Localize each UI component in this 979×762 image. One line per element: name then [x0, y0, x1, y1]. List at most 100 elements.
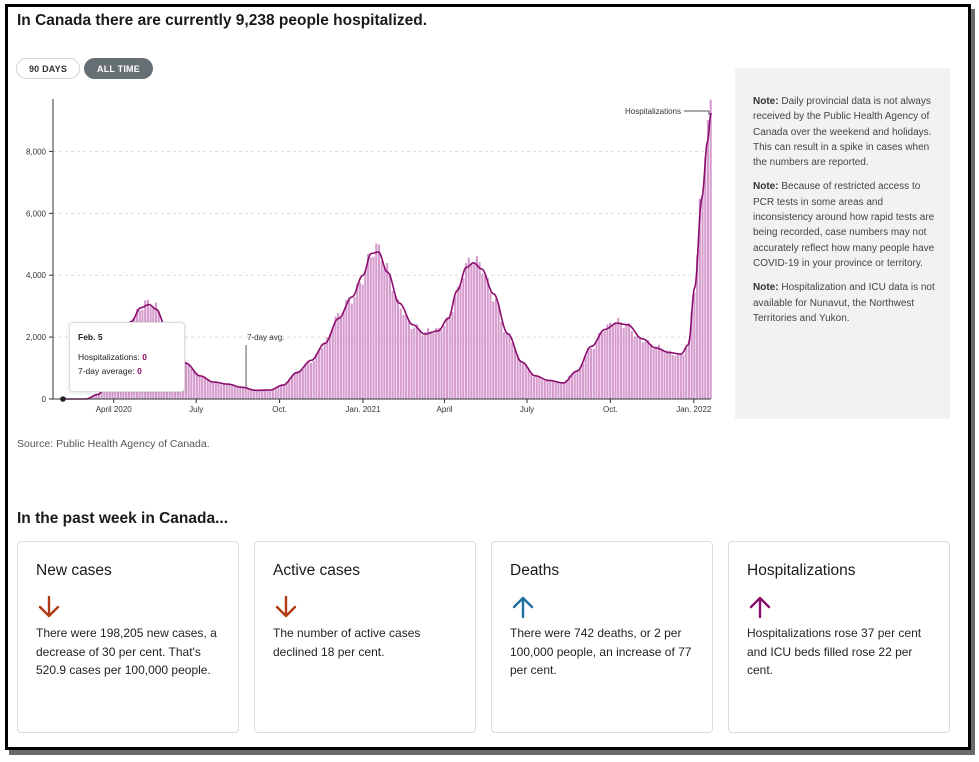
hospitalization-bar — [451, 312, 454, 399]
hospitalization-bar — [655, 346, 658, 399]
card-text: There were 742 deaths, or 2 per 100,000 … — [510, 626, 692, 677]
hospitalization-bar — [364, 270, 367, 399]
hospitalization-bar — [394, 296, 397, 399]
hospitalization-bar — [399, 308, 402, 399]
hospitalization-bar — [184, 361, 187, 399]
hospitalization-bar — [203, 377, 207, 399]
hospitalization-bar — [560, 382, 563, 399]
hospitalization-bar — [255, 389, 258, 399]
hospitalization-bar — [636, 335, 639, 399]
hospitalization-bar — [546, 380, 549, 399]
hospitalization-bar — [375, 243, 378, 399]
card-title: Deaths — [510, 562, 560, 579]
hospitalization-bar — [212, 382, 215, 399]
hospitalization-bar — [657, 344, 661, 399]
hospitalization-bar — [565, 379, 568, 399]
arrow-down-icon — [275, 595, 297, 618]
chart-bars — [92, 99, 712, 400]
y-tick-label: 4,000 — [26, 271, 47, 280]
hospitalization-bar — [410, 329, 413, 399]
hospitalization-bar — [307, 360, 310, 399]
page-frame: In Canada there are currently 9,238 peop… — [5, 4, 971, 750]
hospitalization-bar — [437, 327, 440, 399]
week-summary-title: In the past week in Canada... — [17, 510, 229, 527]
hospitalization-bar — [603, 331, 606, 399]
hospitalization-bar — [445, 317, 449, 399]
hospitalization-bar — [630, 331, 633, 399]
hospitalization-bar — [214, 381, 217, 399]
hospitalization-bar — [304, 363, 307, 399]
hospitalization-bar — [367, 254, 370, 399]
hospitalization-bar — [538, 376, 541, 399]
hospitalization-bar — [274, 387, 277, 399]
hospitalization-bar — [628, 323, 631, 399]
week-summary-cards: New cases There were 198,205 new cases, … — [17, 541, 950, 733]
y-tick-label: 6,000 — [26, 209, 47, 218]
hospitalization-bar — [323, 343, 326, 399]
hospitalization-bar — [435, 328, 438, 399]
hospitalization-bar — [92, 395, 95, 399]
hospitalization-bar — [530, 373, 533, 399]
hospitalization-bar — [280, 385, 283, 399]
x-tick-label: Oct. — [603, 405, 618, 414]
hospitalization-bar — [97, 394, 100, 399]
hospitalization-bar — [369, 257, 372, 399]
chart-labels: Hospitalizations 7-day avg. — [60, 107, 710, 402]
hospitalization-bar — [383, 266, 386, 399]
hospitalization-bar — [432, 333, 435, 399]
hospitalization-bar — [241, 387, 245, 399]
hospitalization-bar — [318, 349, 321, 399]
hospitalization-bar — [696, 255, 699, 399]
notes-panel: Note: Daily provincial data is not alway… — [735, 68, 950, 419]
hospitalization-bar — [619, 322, 623, 399]
hospitalization-bar — [231, 385, 234, 399]
note-pcr-testing: Note: Because of restricted access to PC… — [753, 179, 940, 271]
note-label: Note: — [753, 181, 779, 193]
x-tick-label: July — [189, 405, 203, 414]
hospitalization-bar — [266, 389, 269, 399]
note-text: Hospitalization and ICU data is not avai… — [753, 282, 935, 324]
note-weekend-reporting: Note: Daily provincial data is not alway… — [753, 94, 940, 170]
avg-label: 7-day avg. — [247, 333, 284, 342]
arrow-down-icon — [38, 595, 60, 618]
hospitalization-bar — [622, 327, 625, 399]
note-label: Note: — [753, 282, 779, 294]
hospitalization-bar — [513, 349, 516, 399]
tooltip-hosp-value: 0 — [142, 352, 147, 362]
card-title: New cases — [36, 562, 112, 579]
hospitalization-bar — [407, 320, 410, 399]
card-title: Active cases — [273, 562, 361, 579]
hospitalization-bar — [386, 262, 389, 399]
hospitalization-bar — [706, 120, 710, 400]
hospitalization-bar — [486, 277, 489, 399]
hospitalization-bar — [320, 348, 323, 399]
hospitalization-bar — [584, 355, 587, 399]
x-tick-label: Jan. 2022 — [676, 405, 712, 414]
hospitalization-bar — [492, 301, 495, 399]
hospitalization-bar — [494, 298, 497, 399]
hospitalization-bar — [617, 317, 620, 399]
hospitalization-bar — [701, 194, 704, 399]
y-tick-label: 0 — [42, 395, 47, 404]
hospitalization-bar — [511, 342, 514, 399]
hospitalization-bar — [516, 354, 519, 399]
hospitalization-bar — [228, 384, 231, 399]
hospitalization-bar — [239, 387, 242, 399]
y-tick-label: 8,000 — [26, 147, 47, 156]
hospitalization-bar — [220, 384, 223, 399]
hospitalization-bar — [470, 264, 473, 399]
hospitalization-bar — [345, 299, 348, 399]
hospitalization-bar — [198, 375, 201, 399]
hospitalization-bar — [233, 385, 236, 399]
x-tick-label: April 2020 — [96, 405, 133, 414]
toggle-90-days[interactable]: 90 DAYS — [16, 58, 80, 79]
hospitalization-bar — [541, 379, 544, 399]
hospitalization-bar — [467, 257, 470, 399]
page-headline: In Canada there are currently 9,238 peop… — [17, 12, 428, 29]
hospitalization-bar — [693, 292, 696, 399]
toggle-all-time[interactable]: ALL TIME — [84, 58, 153, 79]
hospitalization-bar — [252, 390, 255, 399]
hospitalization-bar — [456, 286, 459, 399]
hospitalization-bar — [527, 367, 530, 399]
hospitalization-bar — [570, 374, 574, 399]
